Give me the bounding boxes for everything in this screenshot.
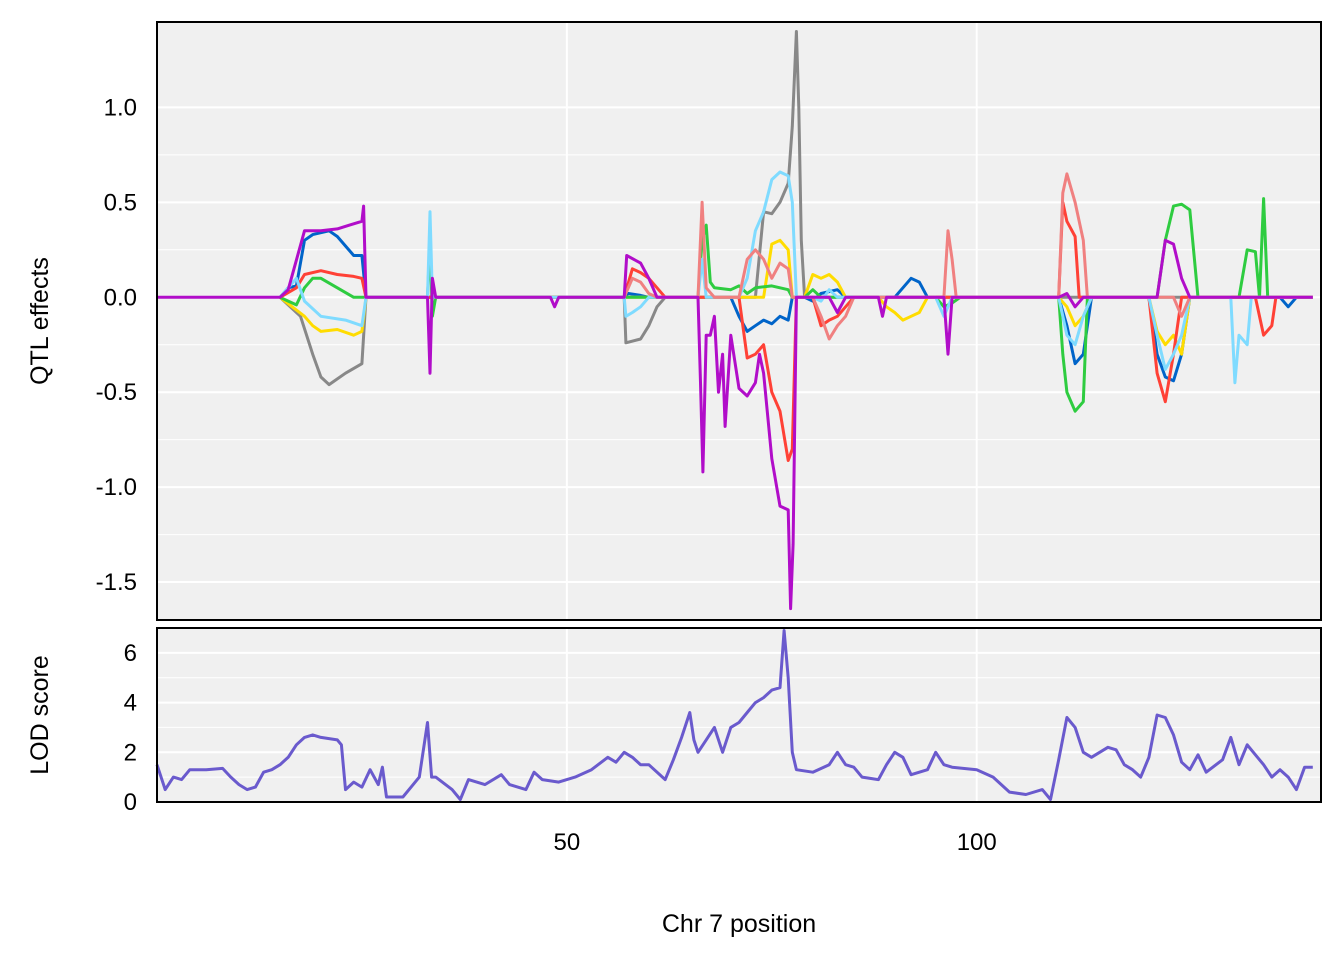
x-tick-label: 100 [957,829,997,856]
effects-y-axis-label: QTL effects [26,257,54,385]
effects-y-tick-label: -0.5 [96,379,137,406]
lod-y-axis-label: LOD score [26,655,54,774]
effects-plot-frame [156,21,1322,621]
x-tick-label: 50 [554,829,581,856]
lod-y-tick-label: 6 [124,640,137,667]
effects-y-tick-label: 0.0 [104,284,137,311]
effects-panel: 1.0 0.5 0.0 -0.5 -1.0 -1.5 QTL effects [26,21,1322,621]
lod-y-tick-label: 4 [124,690,137,717]
lod-y-tick-labels: 0 2 4 6 [124,640,137,816]
effects-series-line-6 [622,172,1313,341]
lod-plot-frame [156,627,1322,803]
effects-y-tick-label: 1.0 [104,94,137,121]
lod-series-line-0 [155,629,1313,801]
effects-series-line-5 [278,170,1313,385]
x-tick-labels: 50 100 [554,829,997,856]
lod-y-tick-label: 0 [124,789,137,816]
lod-panel: 0 2 4 6 50 100 LOD score Chr 7 position [26,627,1322,938]
effects-plot-background [157,22,1321,620]
x-axis-label: Chr 7 position [662,910,816,938]
effects-series-line-7 [157,204,1313,611]
effects-y-tick-labels: 1.0 0.5 0.0 -0.5 -1.0 -1.5 [96,94,137,596]
effects-series-line-0 [278,30,1313,387]
lod-y-tick-label: 2 [124,739,137,766]
lod-series-group [155,629,1313,801]
effects-series-group [157,30,1313,611]
effects-gridlines [157,22,1321,620]
effects-y-tick-label: 0.5 [104,189,137,216]
effects-y-tick-label: -1.5 [96,569,137,596]
effects-y-tick-label: -1.0 [96,474,137,501]
lod-plot-background [157,628,1321,802]
